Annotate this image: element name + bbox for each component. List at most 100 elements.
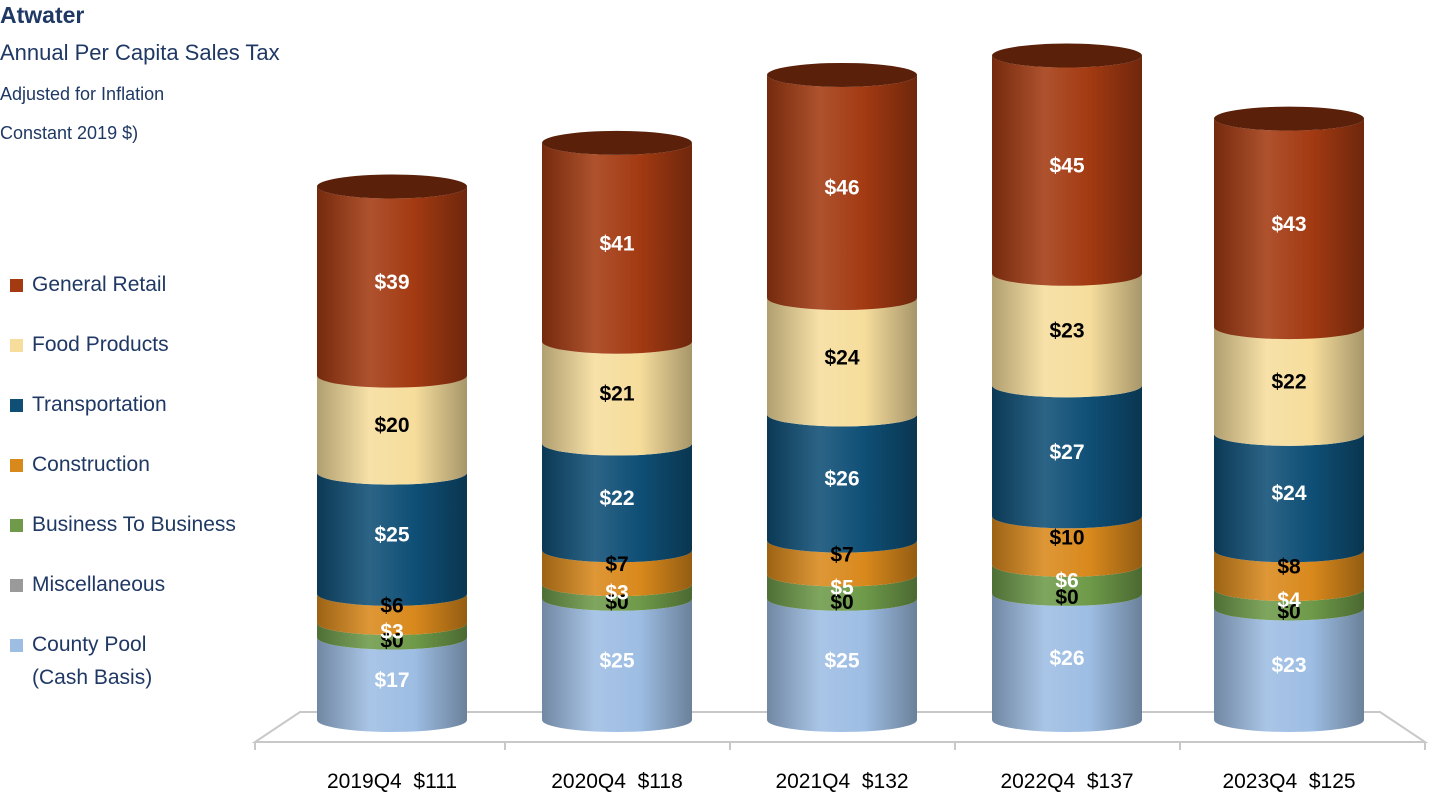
- chart-note-constant: Constant 2019 $): [0, 123, 139, 143]
- bar-segment: [1214, 118, 1364, 340]
- legend-swatch: [10, 639, 23, 652]
- data-label: $25: [824, 649, 859, 672]
- bar-top-cap: [767, 62, 917, 87]
- bar-segment: [767, 598, 917, 732]
- bar-segment: [542, 598, 692, 732]
- data-label: $22: [599, 487, 634, 510]
- data-label: $21: [599, 383, 634, 406]
- legend-swatch: [10, 519, 23, 532]
- data-label: $6: [1055, 569, 1078, 592]
- data-label: $8: [1277, 556, 1301, 579]
- legend-label: General Retail: [32, 273, 167, 296]
- bar-stack: [1214, 106, 1364, 732]
- bar-segment: [992, 385, 1142, 529]
- legend-label: Food Products: [32, 333, 169, 356]
- bar-segment: [542, 142, 692, 354]
- bar-segment: [317, 472, 467, 606]
- legend-item-miscellaneous: Miscellaneous: [10, 570, 165, 600]
- bar-segment: [992, 593, 1142, 732]
- bar-segment: [767, 298, 917, 427]
- x-axis-label: 2021Q4 $132: [775, 770, 908, 793]
- data-label: $41: [599, 232, 634, 255]
- bar-segment: [1214, 589, 1364, 621]
- data-label: $4: [1277, 589, 1301, 612]
- chart-note-adjusted: Adjusted for Inflation: [0, 84, 165, 104]
- x-axis-label: 2019Q4 $111: [327, 770, 457, 793]
- legend-swatch: [10, 399, 23, 412]
- data-label: $45: [1049, 155, 1084, 178]
- bar-segment: [992, 55, 1142, 286]
- legend-swatch: [10, 459, 23, 472]
- legend-label-line2: (Cash Basis): [32, 666, 153, 689]
- data-label: $7: [830, 544, 853, 567]
- bar-segment: [542, 443, 692, 563]
- legend-label: Transportation: [32, 393, 167, 416]
- bar-segment: [317, 375, 467, 485]
- bar-segment: [992, 516, 1142, 577]
- bar-segment: [992, 564, 1142, 606]
- bar-stack: [317, 174, 467, 732]
- bar-segment: [542, 550, 692, 597]
- legend-item-county-pool: County Pool (Cash Basis): [10, 630, 230, 696]
- data-label: $39: [374, 271, 409, 294]
- bar-segment: [1214, 433, 1364, 563]
- chart-subtitle: Annual Per Capita Sales Tax: [0, 40, 280, 65]
- legend-item-transportation: Transportation: [10, 390, 167, 420]
- data-label: $25: [599, 649, 634, 672]
- data-label: $7: [605, 553, 628, 576]
- bar-segment: [1214, 327, 1364, 446]
- legend-swatch: [10, 279, 23, 292]
- data-label: $0: [380, 630, 403, 653]
- data-label: $25: [374, 523, 409, 546]
- bar-segment: [317, 593, 467, 635]
- bar-segment: [1214, 550, 1364, 602]
- data-label: $0: [605, 591, 628, 614]
- data-label: $27: [1049, 441, 1084, 464]
- bar-top-cap: [542, 130, 692, 155]
- data-label: $22: [1271, 371, 1306, 394]
- bar-segment: [317, 186, 467, 388]
- data-label: $46: [824, 177, 859, 200]
- chart-bars: [317, 43, 1364, 732]
- bar-top-cap: [992, 43, 1142, 68]
- bar-stack: [542, 130, 692, 732]
- legend-item-business-to-business: Business To Business: [10, 510, 236, 540]
- bar-segment: [317, 637, 467, 732]
- legend-swatch: [10, 579, 23, 592]
- bar-segment: [767, 414, 917, 553]
- data-label: $3: [605, 581, 628, 604]
- legend-item-food-products: Food Products: [10, 330, 169, 360]
- x-axis-labels: 2019Q4 $111 2020Q4 $118 2021Q4 $132 2022Q4 …: [327, 770, 1356, 793]
- bar-top-cap: [317, 174, 467, 199]
- bar-segment: [542, 341, 692, 456]
- data-label: $5: [830, 577, 854, 600]
- bar-segment: [542, 584, 692, 611]
- legend-swatch: [10, 339, 23, 352]
- data-label: $0: [1277, 600, 1300, 623]
- data-label: $24: [1271, 482, 1306, 505]
- legend-label: County Pool: [32, 633, 147, 656]
- x-axis-label: 2022Q4 $137: [1000, 770, 1133, 793]
- bar-segment: [767, 74, 917, 311]
- data-label: $0: [830, 591, 853, 614]
- data-label: $17: [374, 669, 409, 692]
- legend-item-construction: Construction: [10, 450, 150, 480]
- bar-stack: [992, 43, 1142, 732]
- legend-item-general-retail: General Retail: [10, 270, 166, 300]
- bar-stack: [767, 62, 917, 732]
- bar-segment: [317, 623, 467, 650]
- bar-segment: [767, 574, 917, 611]
- data-label: $43: [1271, 213, 1306, 236]
- bar-segment: [1214, 608, 1364, 732]
- bar-top-cap: [1214, 106, 1364, 131]
- chart-title: Atwater: [0, 2, 85, 28]
- data-label: $6: [380, 594, 403, 617]
- bar-segment: [992, 273, 1142, 398]
- data-label: $24: [824, 346, 859, 369]
- segment-labels: $17$0$3$6$25$20$39$25$0$3$7$22$21$41$25$…: [374, 155, 1306, 692]
- legend-label: Business To Business: [32, 513, 236, 536]
- data-label: $23: [1271, 654, 1306, 677]
- data-label: $26: [1049, 647, 1084, 670]
- data-label: $10: [1049, 527, 1084, 550]
